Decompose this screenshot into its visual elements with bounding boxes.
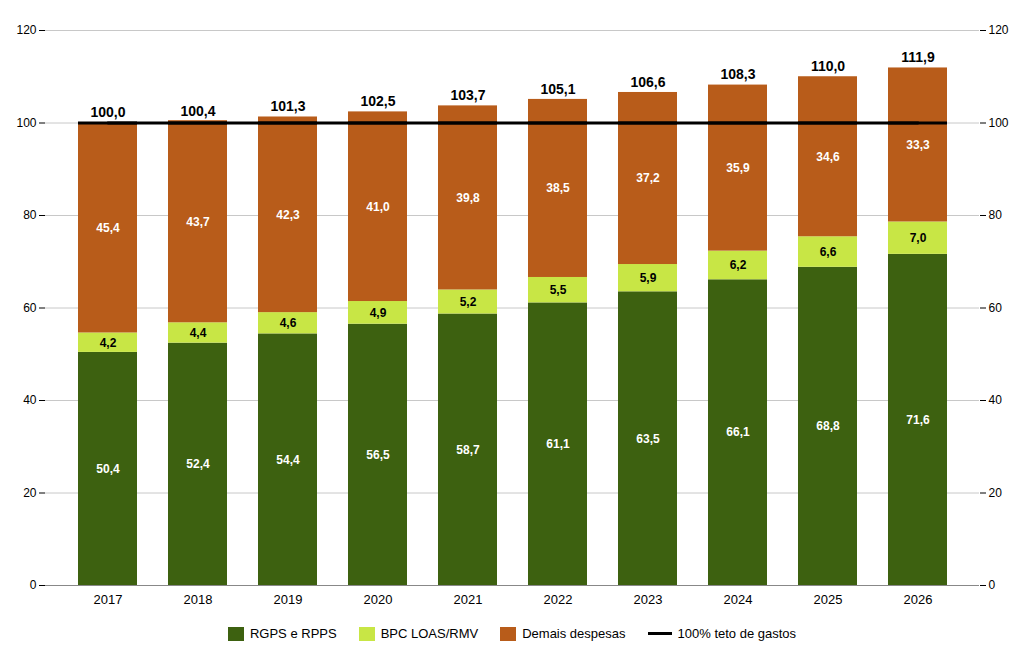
svg-text:80: 80 xyxy=(23,208,37,222)
html-text:Demais despesas: Demais despesas xyxy=(522,626,626,641)
svg-text:103,7: 103,7 xyxy=(450,87,485,103)
svg-text:58,7: 58,7 xyxy=(456,443,480,457)
svg-text:2024: 2024 xyxy=(724,592,753,607)
svg-text:34,6: 34,6 xyxy=(816,150,840,164)
html-text:BPC LOAS/RMV: BPC LOAS/RMV xyxy=(380,626,479,641)
svg-text:60: 60 xyxy=(23,301,37,315)
svg-text:68,8: 68,8 xyxy=(816,419,840,433)
svg-text:37,2: 37,2 xyxy=(636,171,660,185)
svg-text:43,7: 43,7 xyxy=(186,215,210,229)
svg-text:5,5: 5,5 xyxy=(550,283,567,297)
svg-text:54,4: 54,4 xyxy=(276,453,300,467)
svg-text:5,9: 5,9 xyxy=(640,271,657,285)
svg-text:106,6: 106,6 xyxy=(630,74,665,90)
svg-text:71,6: 71,6 xyxy=(906,413,930,427)
svg-text:39,8: 39,8 xyxy=(456,191,480,205)
svg-text:45,4: 45,4 xyxy=(96,221,120,235)
html-text:100% teto de gastos: 100% teto de gastos xyxy=(677,626,796,641)
svg-text:41,0: 41,0 xyxy=(366,200,390,214)
svg-text:100: 100 xyxy=(989,116,1009,130)
svg-text:2022: 2022 xyxy=(544,592,573,607)
svg-text:0: 0 xyxy=(989,578,996,592)
svg-text:4,9: 4,9 xyxy=(370,306,387,320)
svg-text:102,5: 102,5 xyxy=(360,93,395,109)
svg-text:2025: 2025 xyxy=(814,592,843,607)
svg-text:100: 100 xyxy=(16,116,36,130)
svg-text:0: 0 xyxy=(30,578,37,592)
svg-text:66,1: 66,1 xyxy=(726,425,750,439)
svg-text:120: 120 xyxy=(16,23,36,37)
svg-text:4,6: 4,6 xyxy=(280,316,297,330)
svg-text:42,3: 42,3 xyxy=(276,208,300,222)
svg-text:20: 20 xyxy=(989,486,1003,500)
svg-text:2018: 2018 xyxy=(184,592,213,607)
svg-text:108,3: 108,3 xyxy=(720,66,755,82)
svg-text:7,0: 7,0 xyxy=(910,231,927,245)
svg-text:2023: 2023 xyxy=(634,592,663,607)
svg-text:4,2: 4,2 xyxy=(100,336,117,350)
svg-text:2020: 2020 xyxy=(364,592,393,607)
svg-text:100,4: 100,4 xyxy=(180,103,215,119)
svg-text:40: 40 xyxy=(23,393,37,407)
svg-text:2021: 2021 xyxy=(454,592,483,607)
svg-text:56,5: 56,5 xyxy=(366,448,390,462)
html-text:RGPS e RPPS: RGPS e RPPS xyxy=(250,626,337,641)
svg-text:4,4: 4,4 xyxy=(190,326,207,340)
svg-text:33,3: 33,3 xyxy=(906,138,930,152)
svg-text:38,5: 38,5 xyxy=(546,181,570,195)
svg-text:2017: 2017 xyxy=(94,592,123,607)
svg-text:110,0: 110,0 xyxy=(811,58,845,74)
svg-text:50,4: 50,4 xyxy=(96,462,120,476)
svg-text:40: 40 xyxy=(989,393,1003,407)
svg-text:35,9: 35,9 xyxy=(726,161,750,175)
svg-text:2026: 2026 xyxy=(904,592,933,607)
svg-text:101,3: 101,3 xyxy=(270,98,305,114)
svg-text:61,1: 61,1 xyxy=(546,437,570,451)
svg-text:6,6: 6,6 xyxy=(820,245,837,259)
svg-text:20: 20 xyxy=(23,486,37,500)
svg-text:2019: 2019 xyxy=(274,592,303,607)
svg-text:111,9: 111,9 xyxy=(901,49,935,65)
svg-text:63,5: 63,5 xyxy=(636,431,660,445)
svg-text:6,2: 6,2 xyxy=(730,258,747,272)
svg-text:80: 80 xyxy=(989,208,1003,222)
svg-text:105,1: 105,1 xyxy=(540,81,575,97)
svg-text:52,4: 52,4 xyxy=(186,457,210,471)
svg-text:120: 120 xyxy=(989,23,1009,37)
svg-text:60: 60 xyxy=(989,301,1003,315)
svg-text:100,0: 100,0 xyxy=(90,104,125,120)
svg-text:5,2: 5,2 xyxy=(460,295,477,309)
